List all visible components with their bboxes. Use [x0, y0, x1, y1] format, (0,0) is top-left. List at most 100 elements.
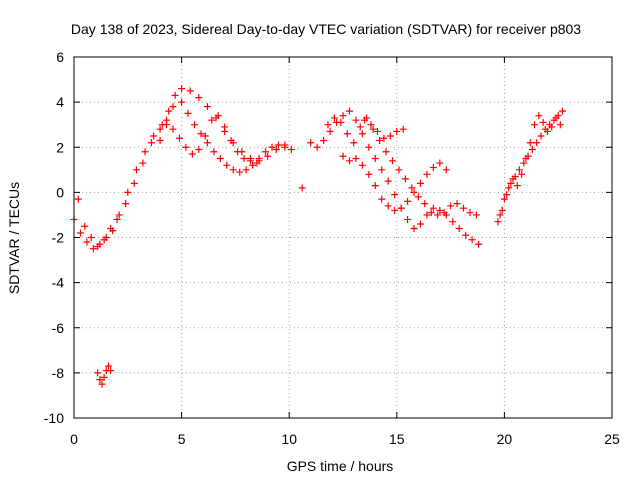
- data-point: [526, 139, 534, 147]
- data-point: [507, 179, 515, 187]
- data-point: [96, 376, 104, 384]
- y-tick-label: 2: [56, 139, 64, 155]
- x-tick-label: 25: [604, 431, 620, 447]
- data-point: [531, 121, 539, 129]
- data-point: [423, 211, 431, 219]
- data-point: [307, 139, 315, 147]
- data-point: [378, 166, 386, 174]
- data-point: [408, 184, 416, 192]
- data-point: [410, 224, 418, 232]
- data-point: [81, 222, 89, 230]
- data-point: [404, 215, 412, 223]
- data-point: [352, 155, 360, 163]
- series-track-9: [494, 107, 567, 226]
- data-point: [339, 112, 347, 120]
- y-tick-label: -4: [52, 275, 65, 291]
- data-point: [182, 143, 190, 151]
- data-point: [358, 161, 366, 169]
- data-point: [365, 170, 373, 178]
- data-point: [337, 118, 345, 126]
- data-point: [169, 103, 177, 111]
- data-point: [122, 200, 130, 208]
- data-point: [455, 224, 463, 232]
- data-point: [416, 220, 424, 228]
- data-point: [188, 150, 196, 158]
- data-point: [150, 132, 158, 140]
- data-point: [313, 143, 321, 151]
- data-point: [191, 121, 199, 129]
- data-point: [253, 159, 261, 167]
- data-point: [388, 157, 396, 165]
- grid-lines: [74, 57, 612, 418]
- data-point: [515, 166, 523, 174]
- x-axis-label: GPS time / hours: [287, 458, 394, 474]
- data-point: [520, 159, 528, 167]
- data-point: [559, 107, 567, 115]
- data-point: [460, 204, 468, 212]
- data-point: [371, 155, 379, 163]
- data-point: [147, 139, 155, 147]
- data-point: [330, 114, 338, 122]
- data-point: [165, 107, 173, 115]
- data-point: [371, 182, 379, 190]
- x-tick-label: 15: [389, 431, 405, 447]
- data-point: [436, 206, 444, 214]
- data-point: [384, 177, 392, 185]
- data-point: [543, 127, 551, 135]
- data-point: [535, 112, 543, 120]
- data-point: [94, 369, 102, 377]
- series-track-3: [156, 112, 261, 167]
- data-point: [320, 136, 328, 144]
- x-tick-label: 20: [497, 431, 513, 447]
- data-point: [391, 191, 399, 199]
- data-point: [401, 175, 409, 183]
- data-point: [227, 136, 235, 144]
- data-point: [533, 139, 541, 147]
- data-point: [236, 168, 244, 176]
- data-point: [221, 123, 229, 131]
- data-point: [163, 121, 171, 129]
- series-track-2: [74, 85, 289, 251]
- data-point: [509, 175, 517, 183]
- data-point: [268, 143, 276, 151]
- data-point: [240, 155, 248, 163]
- data-point: [87, 234, 95, 241]
- series-track-1: [70, 91, 295, 253]
- data-point: [380, 134, 388, 142]
- data-point: [83, 238, 91, 246]
- data-point: [367, 121, 375, 129]
- data-point: [234, 148, 242, 156]
- y-tick-label: -2: [52, 230, 65, 246]
- data-point: [395, 166, 403, 174]
- data-point: [74, 195, 82, 203]
- data-point: [423, 170, 431, 178]
- data-point: [345, 157, 353, 165]
- data-point: [462, 231, 470, 239]
- y-tick-label: -10: [44, 410, 64, 426]
- data-point: [548, 123, 556, 131]
- data-point: [436, 159, 444, 167]
- data-point: [373, 127, 381, 135]
- data-point: [421, 200, 429, 208]
- data-point: [208, 116, 216, 124]
- data-point: [358, 130, 366, 138]
- x-axis: 0 5 10 15 20 25: [70, 57, 620, 447]
- data-point: [352, 116, 360, 124]
- x-tick-label: 5: [178, 431, 186, 447]
- series-track-5: [307, 107, 483, 248]
- y-tick-label: -6: [52, 320, 65, 336]
- data-point: [494, 218, 502, 226]
- data-point: [505, 184, 513, 192]
- data-point: [169, 125, 177, 133]
- data-point: [298, 184, 306, 192]
- data-point: [141, 148, 149, 156]
- data-point: [216, 155, 224, 163]
- data-point: [156, 125, 164, 133]
- data-point: [472, 211, 480, 219]
- data-point: [132, 166, 140, 174]
- data-points: [70, 85, 567, 388]
- y-tick-label: -8: [52, 365, 65, 381]
- data-point: [410, 188, 418, 196]
- data-point: [100, 236, 108, 244]
